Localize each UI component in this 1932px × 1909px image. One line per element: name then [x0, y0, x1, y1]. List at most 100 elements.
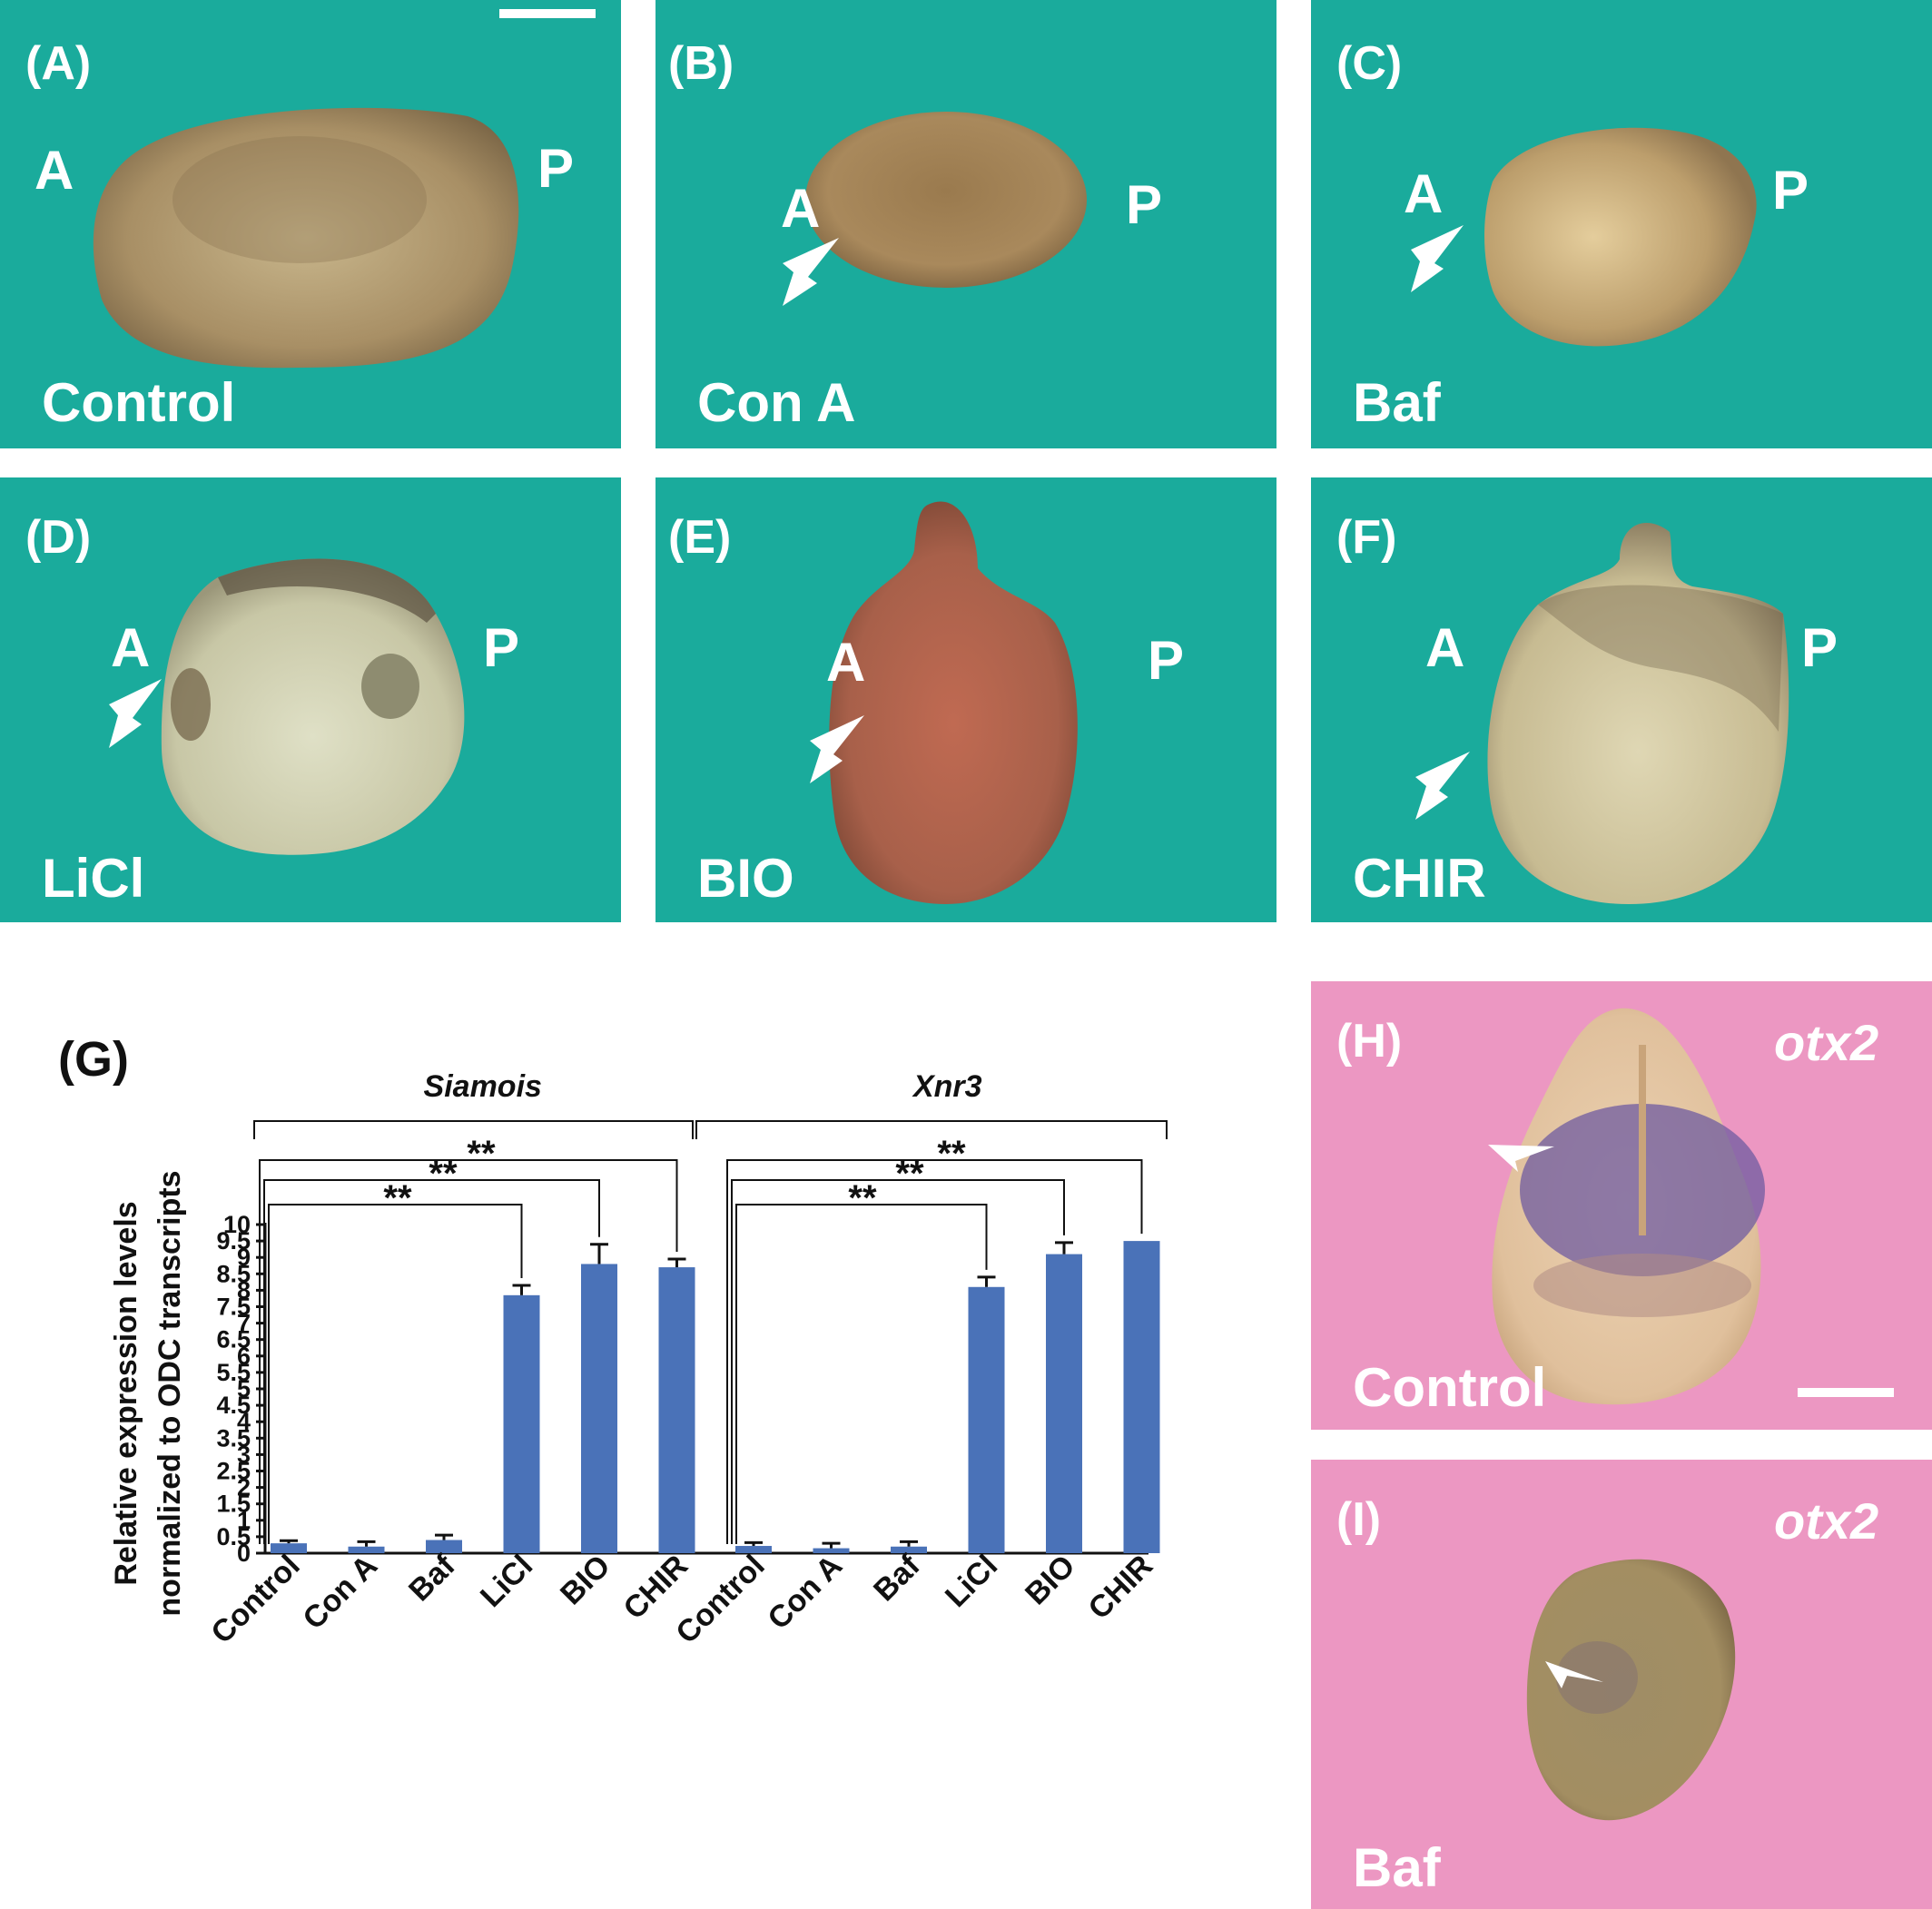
x-tick-label: Con A [761, 1549, 849, 1637]
significance-bracket [263, 1179, 600, 1544]
significance-bracket [735, 1204, 988, 1544]
y-tick-label: 7.5 [216, 1294, 251, 1321]
posterior-label: P [1772, 160, 1809, 221]
significance-label: ** [848, 1178, 877, 1218]
y-tick-label: 3.5 [216, 1424, 251, 1451]
embryo-image-otx2-control [1488, 1008, 1894, 1405]
condition-label: CHIR [1353, 848, 1486, 909]
x-tick-label: BIO [1019, 1549, 1082, 1612]
y-tick-label: 0 [237, 1540, 251, 1567]
anterior-label: A [1425, 617, 1465, 678]
y-tick-label: 2.5 [216, 1458, 251, 1485]
y-tick-label: 0.5 [216, 1523, 251, 1550]
significance-bracket [731, 1179, 1065, 1544]
y-tick-label: 6 [237, 1343, 251, 1370]
bar [968, 1286, 1005, 1553]
gene-label: otx2 [1774, 1492, 1879, 1550]
y-tick-label: 7 [237, 1310, 251, 1337]
condition-label: Baf [1353, 372, 1441, 433]
panel-label: (A) [25, 37, 92, 90]
y-tick-label: 1.5 [216, 1491, 251, 1518]
arrowhead-icon [783, 238, 839, 306]
embryo-image-bio [810, 501, 1078, 904]
x-tick-label: Baf [402, 1548, 462, 1608]
y-axis-label: normalized to ODC transcripts [153, 1170, 187, 1616]
bar [1046, 1254, 1082, 1553]
significance-bracket [726, 1159, 1143, 1544]
panel-e: (E) A P BIO [656, 477, 1276, 922]
y-tick-label: 8 [237, 1276, 251, 1304]
y-tick-label: 8.5 [216, 1260, 251, 1287]
significance-label: ** [467, 1134, 496, 1174]
bar [348, 1546, 385, 1553]
bar [581, 1264, 617, 1553]
arrowhead-icon [1411, 225, 1464, 292]
significance-label: ** [895, 1154, 924, 1194]
bar [658, 1267, 695, 1553]
posterior-label: P [1126, 174, 1163, 235]
bar [735, 1546, 772, 1553]
significance-label: ** [429, 1154, 458, 1194]
embryo-image-baf [1411, 127, 1757, 347]
embryo-image-chir [1415, 523, 1789, 904]
group-bracket [253, 1120, 694, 1139]
panel-label: (C) [1336, 37, 1403, 90]
panel-d: (D) A P LiCl [0, 477, 621, 922]
arrowhead-icon [1545, 1661, 1603, 1688]
scale-bar [499, 9, 596, 18]
arrowhead-icon [109, 679, 162, 748]
x-tick-label: Con A [296, 1549, 384, 1637]
arrowhead-icon [810, 715, 864, 783]
y-tick-label: 5 [237, 1375, 251, 1402]
embryo-image-control [93, 9, 596, 369]
condition-label: LiCl [42, 848, 145, 909]
embryo-image-licl [109, 558, 465, 855]
posterior-label: P [1801, 617, 1838, 678]
y-tick-label: 5.5 [216, 1359, 251, 1386]
bar [271, 1543, 307, 1553]
panel-g: (G) 0 0.5 1 1.5 2 2.5 3 3.5 4 4.5 5 5.5 6 6.5 7 7.5 8 8.5… [0, 980, 1253, 1909]
x-tick-label: Control [204, 1549, 306, 1650]
posterior-label: P [537, 138, 575, 199]
significance-label: ** [383, 1178, 412, 1218]
panel-b: (B) A P Con A [656, 0, 1276, 448]
y-tick-label: 4 [237, 1408, 251, 1435]
scale-bar [1798, 1388, 1894, 1397]
condition-label: Control [1353, 1357, 1547, 1418]
panel-label: (G) [58, 1032, 129, 1087]
y-tick-label: 9 [237, 1244, 251, 1271]
group-bracket [695, 1120, 1168, 1139]
anterior-label: A [781, 178, 821, 239]
y-tick-label: 9.5 [216, 1227, 251, 1255]
y-tick-label: 2 [237, 1474, 251, 1501]
panel-i: (I) otx2 Baf [1311, 1460, 1932, 1909]
x-tick-label: Baf [867, 1548, 927, 1608]
anterior-label: A [111, 617, 151, 678]
anterior-label: A [826, 632, 866, 693]
anterior-label: A [1404, 163, 1444, 224]
condition-label: Control [42, 372, 236, 433]
condition-label: Baf [1353, 1837, 1441, 1898]
x-tick-label: LiCl [939, 1549, 1004, 1614]
bar [891, 1546, 927, 1553]
significance-bracket [268, 1204, 523, 1544]
gene-label: otx2 [1774, 1014, 1879, 1071]
panel-label: (F) [1336, 511, 1397, 564]
panel-label: (E) [668, 511, 732, 564]
posterior-label: P [1148, 630, 1185, 691]
embryo-image-otx2-baf [1526, 1559, 1736, 1821]
bar-chart: 00.511.522.533.544.555.566.577.588.599.5… [109, 1069, 1168, 1650]
panel-h: (H) otx2 Control [1311, 981, 1932, 1430]
y-tick-label: 6.5 [216, 1326, 251, 1353]
bar [1123, 1241, 1160, 1553]
x-tick-label: CHIR [1082, 1549, 1160, 1627]
panel-a: (A) A P Control [0, 0, 621, 448]
condition-label: BIO [697, 848, 794, 909]
panel-label: (D) [25, 511, 92, 564]
bar [813, 1548, 850, 1553]
panel-label: (B) [668, 37, 734, 90]
group-label: Xnr3 [912, 1069, 982, 1104]
y-tick-label: 10 [223, 1211, 251, 1238]
x-tick-label: LiCl [474, 1549, 539, 1614]
significance-bracket [259, 1159, 678, 1544]
